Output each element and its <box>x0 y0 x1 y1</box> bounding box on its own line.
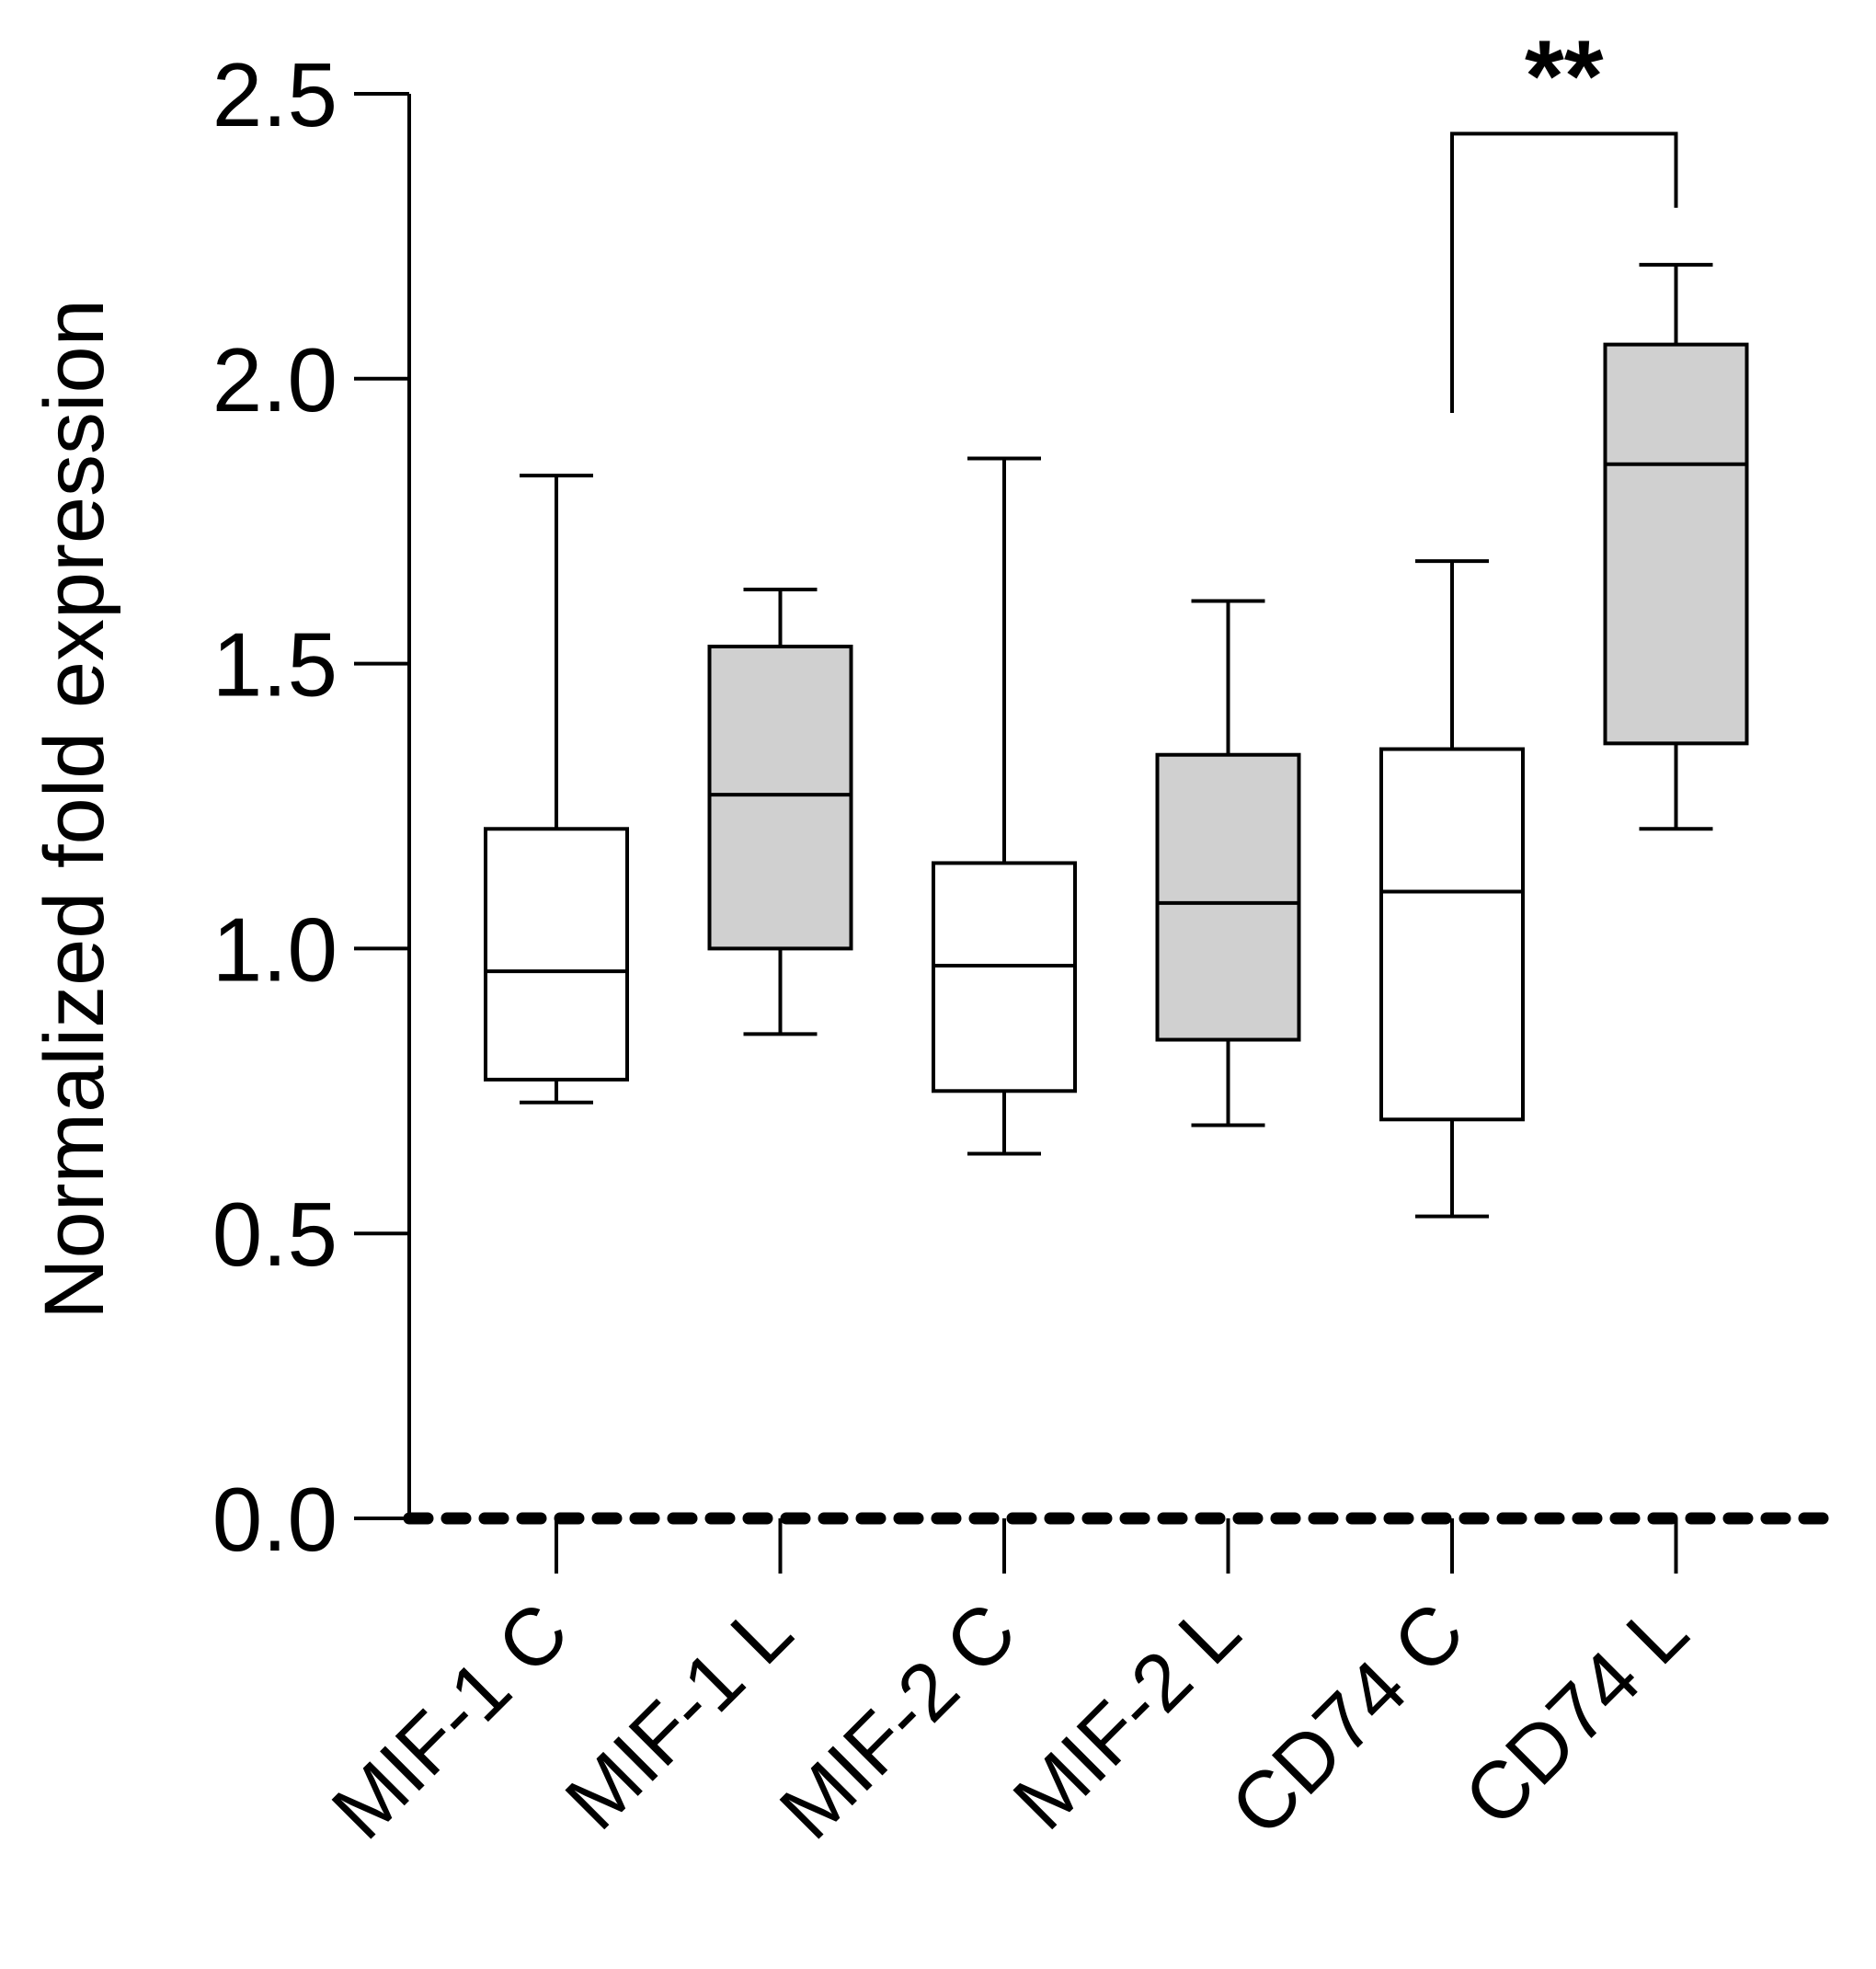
box-mif-1-c <box>484 474 629 1574</box>
box-body <box>1155 752 1301 1042</box>
box-mif-1-l <box>707 588 853 1574</box>
y-tick-label: 0.0 <box>212 1469 337 1570</box>
x-category-label: CD74 C <box>1213 1585 1481 1852</box>
axis-layer <box>354 92 1844 1525</box>
box-cd74-l <box>1603 262 1749 1574</box>
y-axis-title: Normalized fold expression <box>28 299 121 1320</box>
y-tick-label: 2.0 <box>212 329 337 430</box>
y-tick-label: 1.5 <box>212 614 337 715</box>
x-category-label: MIF-2 L <box>996 1585 1257 1846</box>
x-category-label: CD74 L <box>1447 1585 1705 1843</box>
box-cd74-c <box>1379 559 1525 1574</box>
box-mif-2-c <box>932 456 1077 1574</box>
y-tick-label: 0.5 <box>212 1184 337 1285</box>
box-body <box>932 861 1077 1093</box>
box-body <box>484 827 629 1082</box>
box-body <box>1379 747 1525 1122</box>
x-category-label: MIF-1 L <box>548 1585 809 1846</box>
box-body <box>1603 342 1749 746</box>
x-category-label: MIF-2 C <box>762 1585 1034 1856</box>
x-category-label: MIF-1 C <box>315 1585 586 1856</box>
significance-label: ** <box>1525 19 1604 132</box>
box-body <box>707 645 853 951</box>
y-tick-label: 2.5 <box>212 44 337 145</box>
box-mif-2-l <box>1155 599 1301 1574</box>
box-layer <box>484 262 1749 1574</box>
y-tick-label: 1.0 <box>212 899 337 1000</box>
bracket-line <box>1450 132 1678 413</box>
significance-bracket: ** <box>1450 19 1678 413</box>
